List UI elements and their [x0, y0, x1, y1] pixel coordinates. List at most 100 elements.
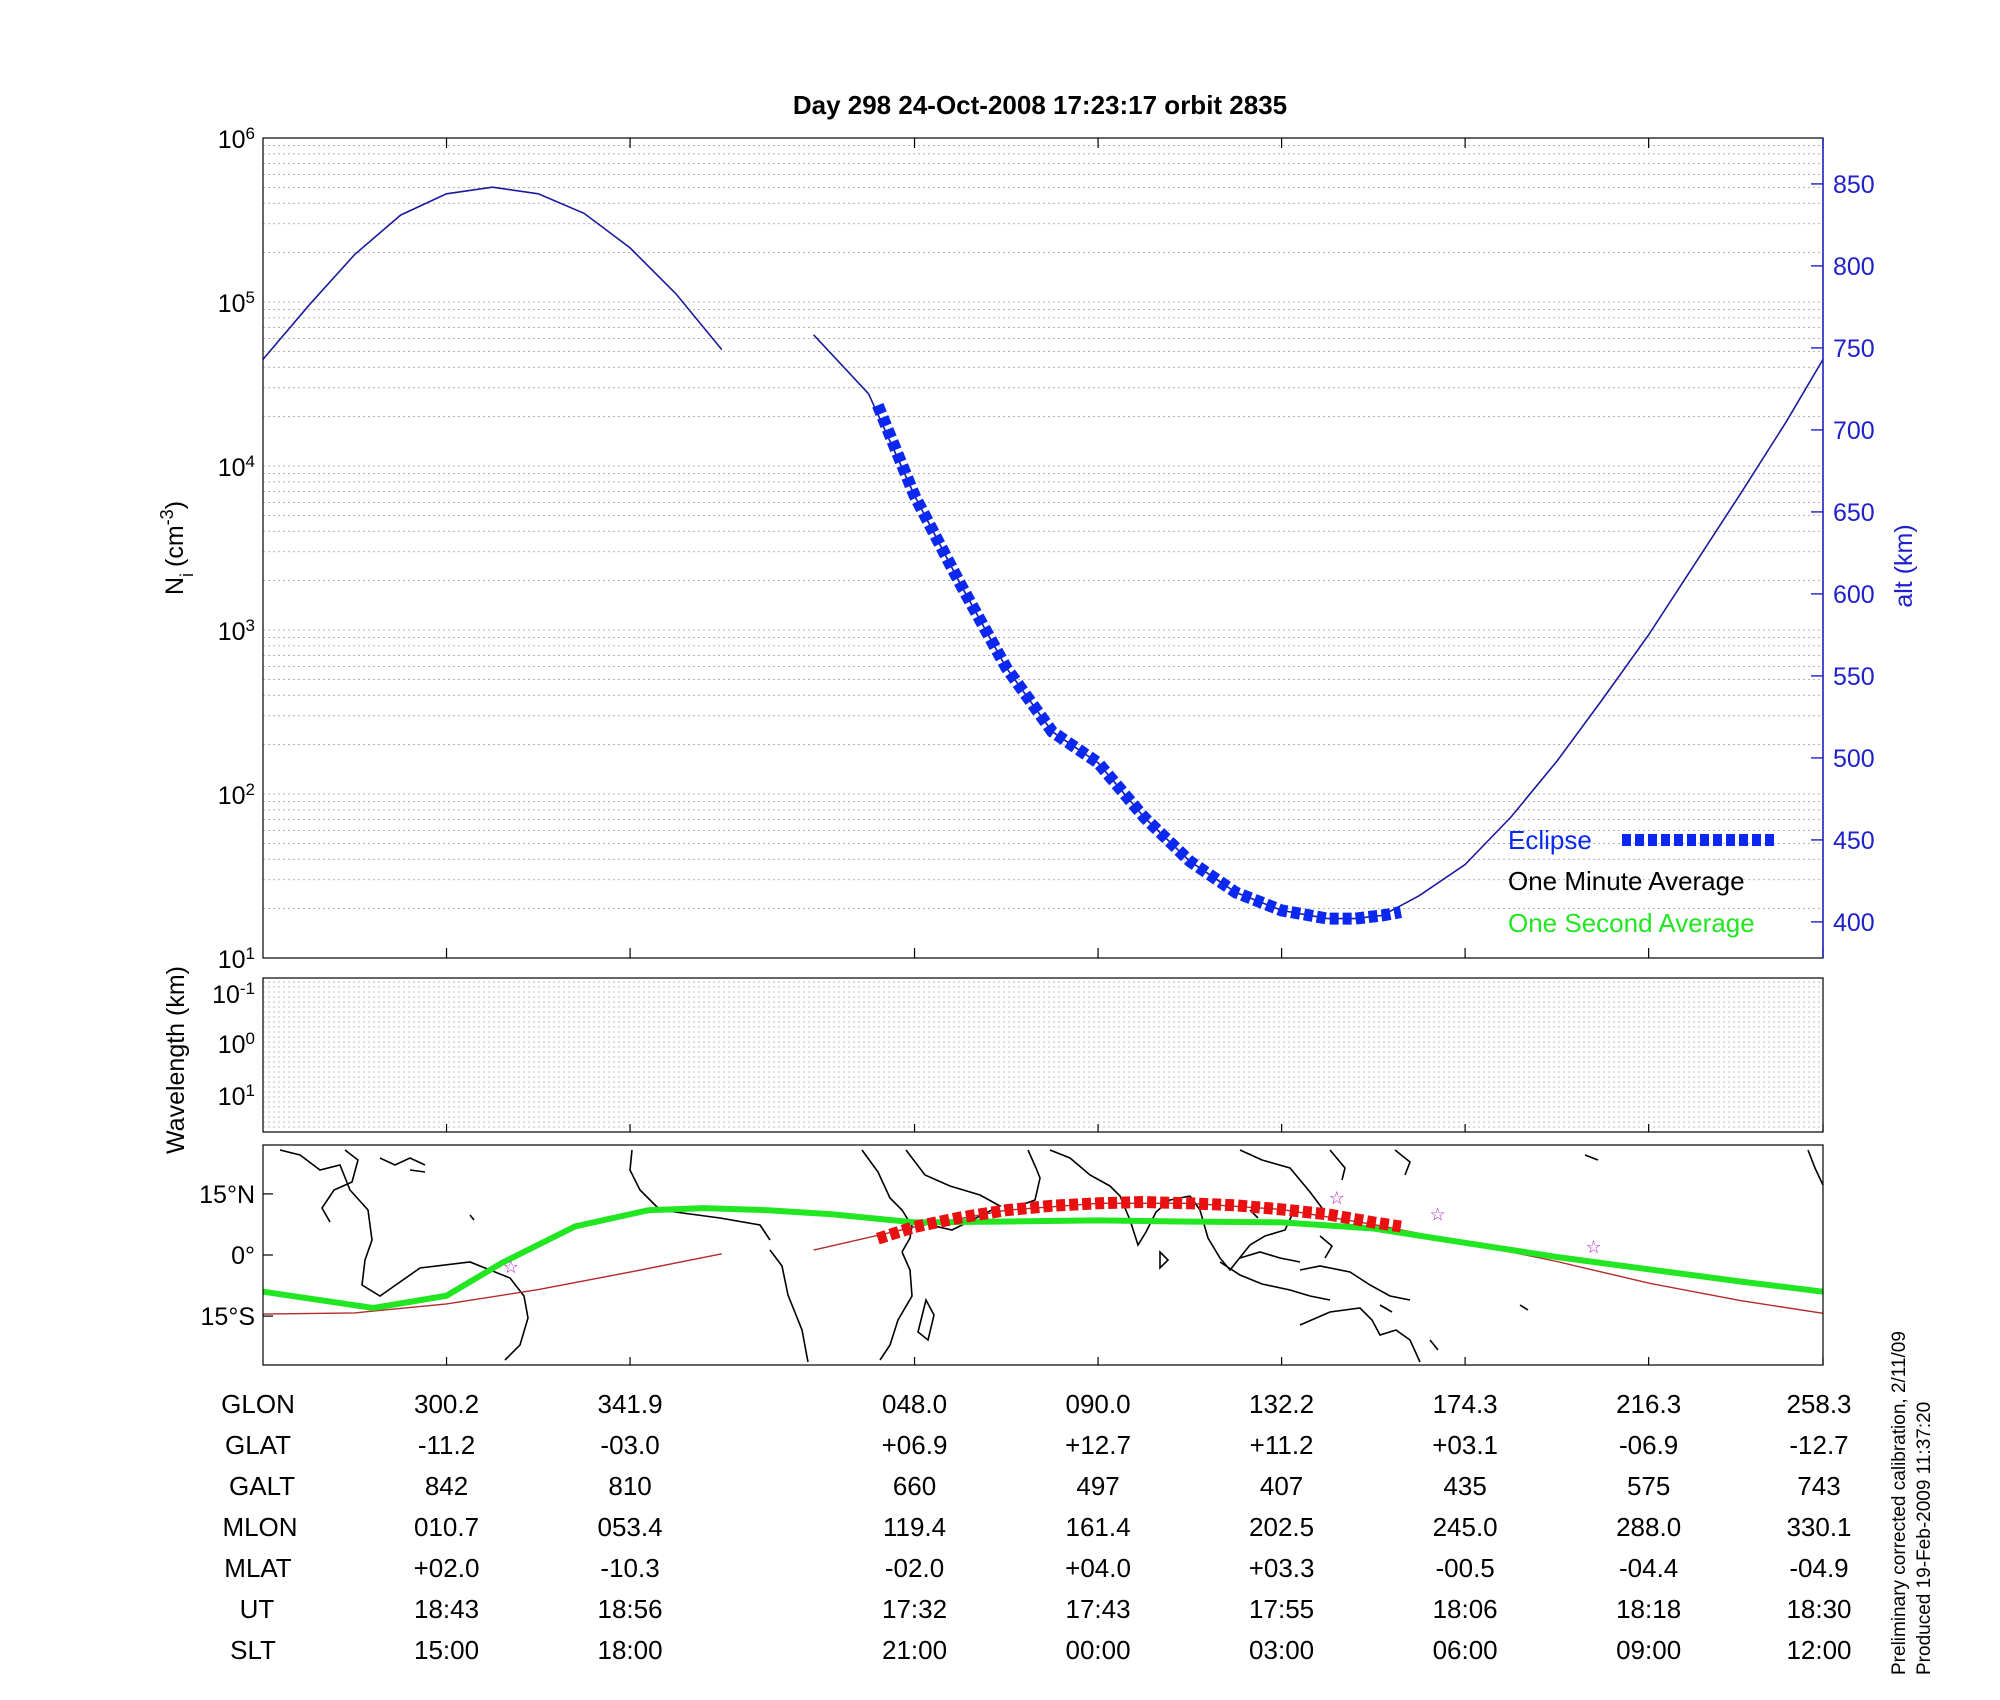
altitude-tick-label: 650 [1833, 499, 1875, 527]
table-row-label: UT [240, 1594, 275, 1624]
table-cell: 18:18 [1616, 1594, 1681, 1624]
ground-track-line [813, 1202, 1824, 1314]
map-y-tick-label: 15°N [199, 1181, 255, 1209]
density-y-ticks: 101 102 103 104 105 106 [218, 124, 255, 975]
table-cell: +11.2 [1250, 1430, 1314, 1460]
table-cell: -00.5 [1435, 1553, 1494, 1583]
map-y-tick-label: 15°S [201, 1303, 255, 1331]
table-cell: 202.5 [1249, 1512, 1314, 1542]
density-y-tick-label: 104 [218, 452, 255, 483]
density-y-tick-label: 106 [218, 124, 255, 155]
table-row-label: GALT [229, 1471, 295, 1501]
wavelength-y-tick-label: 101 [218, 1081, 255, 1112]
table-cell: +06.9 [882, 1430, 948, 1460]
table-cell: +04.0 [1065, 1553, 1131, 1583]
altitude-line [813, 334, 1824, 920]
wavelength-y-ticks: 10-1 100 101 [212, 979, 255, 1112]
table-cell: 330.1 [1786, 1512, 1851, 1542]
density-y-tick-label: 105 [218, 288, 255, 319]
table-cell: 21:00 [882, 1635, 947, 1665]
wavelength-y-label: Wavelength (km) [162, 966, 190, 1154]
table-cell: 17:32 [882, 1594, 947, 1624]
altitude-tick-label: 450 [1833, 827, 1875, 855]
star-marker-icon: ☆ [503, 1257, 519, 1277]
table-cell: -10.3 [600, 1553, 659, 1583]
density-y-tick-label: 102 [218, 780, 255, 811]
wavelength-y-tick-label: 10-1 [212, 979, 255, 1010]
legend-eclipse-label: Eclipse [1508, 825, 1592, 855]
table-cell: -04.9 [1789, 1553, 1848, 1583]
table-cell: 132.2 [1249, 1389, 1314, 1419]
altitude-tick-label: 700 [1833, 417, 1875, 445]
altitude-tick-label: 550 [1833, 663, 1875, 691]
altitude-y-ticks: 400 450 500 550 600 650 700 750 800 850 [1811, 171, 1875, 937]
table-cell: -06.9 [1619, 1430, 1678, 1460]
table-cell: +02.0 [414, 1553, 480, 1583]
legend: Eclipse One Minute Average One Second Av… [1508, 825, 1775, 938]
table-cell: +12.7 [1065, 1430, 1131, 1460]
eclipse-track [875, 1195, 1402, 1245]
star-marker-icon: ☆ [1329, 1188, 1345, 1208]
table-row-label: SLT [230, 1635, 276, 1665]
table-cell: 258.3 [1786, 1389, 1851, 1419]
table-cell: 048.0 [882, 1389, 947, 1419]
wavelength-y-tick-label: 100 [218, 1029, 255, 1060]
wavelength-plot-frame [262, 977, 1824, 1133]
table-cell: -04.4 [1619, 1553, 1678, 1583]
table-cell: 15:00 [414, 1635, 479, 1665]
table-cell: 18:00 [598, 1635, 663, 1665]
produced-note: Produced 19-Feb-2009 11:37:20 [1914, 1402, 1935, 1675]
table-row-label: GLAT [225, 1430, 291, 1460]
table-row-label: GLON [221, 1389, 295, 1419]
table-cell: 300.2 [414, 1389, 479, 1419]
map-y-ticks: 15°N 0° 15°S [199, 1181, 273, 1331]
table-cell: 053.4 [598, 1512, 663, 1542]
coastlines [279, 1149, 1824, 1363]
density-y-label: Ni(cm-3) [157, 501, 197, 595]
table-cell: -11.2 [418, 1430, 475, 1460]
table-cell: +03.1 [1432, 1430, 1498, 1460]
map-y-tick-label: 0° [231, 1242, 255, 1270]
wavelength-grid [263, 981, 1824, 1132]
density-series [262, 186, 1824, 925]
table-cell: 12:00 [1786, 1635, 1851, 1665]
table-cell: 18:06 [1433, 1594, 1498, 1624]
altitude-tick-label: 750 [1833, 335, 1875, 363]
table-cell: 119.4 [883, 1512, 946, 1542]
altitude-tick-label: 400 [1833, 909, 1875, 937]
table-cell: 18:43 [414, 1594, 479, 1624]
table-cell: 010.7 [414, 1512, 479, 1542]
altitude-tick-label: 500 [1833, 745, 1875, 773]
table-cell: 03:00 [1249, 1635, 1314, 1665]
density-y-tick-label: 103 [218, 616, 255, 647]
table-cell: +03.3 [1249, 1553, 1315, 1583]
chart-title: Day 298 24-Oct-2008 17:23:17 orbit 2835 [793, 90, 1287, 120]
table-cell: -02.0 [885, 1553, 944, 1583]
altitude-y-label: alt (km) [1890, 524, 1918, 607]
table-cell: 216.3 [1616, 1389, 1681, 1419]
altitude-line [262, 186, 723, 360]
table-cell: 743 [1797, 1471, 1840, 1501]
altitude-tick-label: 600 [1833, 581, 1875, 609]
table-cell: 09:00 [1616, 1635, 1681, 1665]
table-cell: 06:00 [1433, 1635, 1498, 1665]
table-cell: -12.7 [1789, 1430, 1848, 1460]
table-cell: 288.0 [1616, 1512, 1681, 1542]
table-cell: 17:43 [1066, 1594, 1131, 1624]
altitude-tick-label: 850 [1833, 171, 1875, 199]
eclipse-line [872, 403, 1402, 925]
table-cell: 660 [893, 1471, 936, 1501]
density-y-tick-label: 101 [218, 944, 255, 975]
altitude-tick-label: 800 [1833, 253, 1875, 281]
table-cell: 174.3 [1433, 1389, 1498, 1419]
table-row-label: MLAT [224, 1553, 292, 1583]
legend-minute-label: One Minute Average [1508, 866, 1745, 896]
table-cell: 00:00 [1066, 1635, 1131, 1665]
world-map: ☆ ☆ ☆ ☆ [262, 1149, 1824, 1365]
table-cell: 575 [1627, 1471, 1670, 1501]
star-marker-icon: ☆ [1430, 1204, 1446, 1224]
table-cell: 842 [425, 1471, 468, 1501]
star-marker-icon: ☆ [1586, 1237, 1602, 1257]
table-cell: 090.0 [1066, 1389, 1131, 1419]
